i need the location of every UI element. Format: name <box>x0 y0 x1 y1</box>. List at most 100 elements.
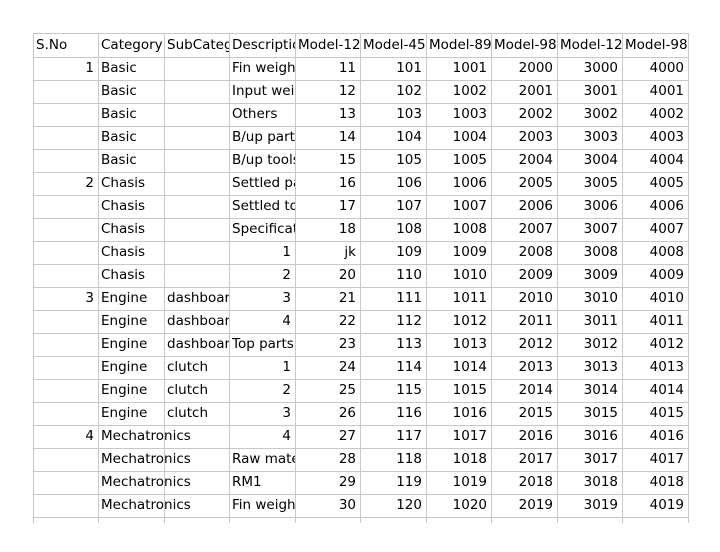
model-45-cell[interactable]: 112 <box>396 313 422 329</box>
subcategory-cell[interactable] <box>164 218 229 241</box>
sno-cell[interactable] <box>33 379 98 402</box>
model-98-b-cell[interactable]: 4019 <box>649 497 684 513</box>
category-cell[interactable]: Basic <box>101 106 137 122</box>
model-89-cell[interactable]: 1009 <box>452 244 487 260</box>
model-12-a-cell[interactable]: 20 <box>338 267 356 283</box>
model-12-a-cell[interactable]: jk <box>344 244 356 260</box>
model-89-cell[interactable]: 1014 <box>452 359 487 375</box>
model-45-cell[interactable]: 104 <box>396 129 422 145</box>
model-45-cell[interactable]: 116 <box>396 405 422 421</box>
subcategory-cell[interactable] <box>164 264 229 287</box>
model-98-a-cell[interactable]: 2014 <box>518 382 553 398</box>
model-12-a-cell[interactable]: 21 <box>338 290 356 306</box>
header-sno[interactable]: S.No <box>36 37 68 53</box>
model-89-cell[interactable]: 1008 <box>452 221 487 237</box>
model-98-b-cell[interactable]: 4003 <box>649 129 684 145</box>
model-12-a-cell[interactable]: 17 <box>338 198 356 214</box>
model-98-b-cell[interactable]: 4000 <box>649 60 684 76</box>
model-98-b-cell[interactable]: 4005 <box>649 175 684 191</box>
category-cell[interactable]: Basic <box>101 152 137 168</box>
sno-cell[interactable] <box>33 103 98 126</box>
model-12-a-cell[interactable]: 26 <box>338 405 356 421</box>
description-cell[interactable]: 3 <box>282 405 291 421</box>
subcategory-cell[interactable] <box>164 425 229 448</box>
model-89-cell[interactable]: 1003 <box>452 106 487 122</box>
description-cell[interactable]: 2 <box>282 267 291 283</box>
model-98-a-cell[interactable]: 2009 <box>518 267 553 283</box>
subcategory-cell[interactable] <box>164 195 229 218</box>
subcategory-cell[interactable]: clutch <box>167 382 209 398</box>
model-98-b-cell[interactable]: 4017 <box>649 451 684 467</box>
category-cell[interactable]: Chasis <box>101 221 146 237</box>
model-89-cell[interactable]: 1015 <box>452 382 487 398</box>
model-12-b-cell[interactable]: 3007 <box>583 221 618 237</box>
model-45-cell[interactable]: 107 <box>396 198 422 214</box>
category-cell[interactable]: Basic <box>101 129 137 145</box>
sno-cell[interactable] <box>33 126 98 149</box>
description-cell[interactable]: B/up parts <box>232 129 295 145</box>
category-cell[interactable]: Mechatronics <box>101 428 191 444</box>
model-98-b-cell[interactable]: 4015 <box>649 405 684 421</box>
model-12-a-cell[interactable]: 22 <box>338 313 356 329</box>
header-subcategory[interactable]: SubCategory <box>167 37 229 53</box>
category-cell[interactable]: Engine <box>101 313 148 329</box>
model-98-a-cell[interactable]: 2012 <box>518 336 553 352</box>
model-98-b-cell[interactable]: 4013 <box>649 359 684 375</box>
model-45-cell[interactable]: 108 <box>396 221 422 237</box>
model-98-b-cell[interactable]: 4018 <box>649 474 684 490</box>
model-89-cell[interactable]: 1002 <box>452 83 487 99</box>
model-98-a-cell[interactable]: 2019 <box>518 497 553 513</box>
model-89-cell[interactable]: 1004 <box>452 129 487 145</box>
model-89-cell[interactable]: 1012 <box>452 313 487 329</box>
model-12-b-cell[interactable]: 3010 <box>583 290 618 306</box>
model-98-a-cell[interactable]: 2002 <box>518 106 553 122</box>
description-cell[interactable]: Others <box>232 106 278 122</box>
description-cell[interactable]: 1 <box>282 244 291 260</box>
model-12-a-cell[interactable]: 13 <box>338 106 356 122</box>
header-description[interactable]: Description <box>232 37 295 53</box>
subcategory-cell[interactable] <box>164 149 229 172</box>
sno-cell[interactable] <box>33 264 98 287</box>
model-89-cell[interactable]: 1017 <box>452 428 487 444</box>
model-12-a-cell[interactable]: 18 <box>338 221 356 237</box>
description-cell[interactable]: RM1 <box>232 474 262 490</box>
model-45-cell[interactable]: 101 <box>396 60 422 76</box>
sno-cell[interactable]: 3 <box>85 290 94 306</box>
sno-cell[interactable] <box>33 471 98 494</box>
model-12-b-cell[interactable]: 3017 <box>583 451 618 467</box>
model-98-a-cell[interactable]: 2000 <box>518 60 553 76</box>
model-89-cell[interactable]: 1013 <box>452 336 487 352</box>
header-category[interactable]: Category <box>101 37 163 53</box>
model-12-b-cell[interactable]: 3013 <box>583 359 618 375</box>
model-12-b-cell[interactable]: 3006 <box>583 198 618 214</box>
model-45-cell[interactable]: 115 <box>396 382 422 398</box>
model-98-a-cell[interactable]: 2013 <box>518 359 553 375</box>
sno-cell[interactable] <box>33 494 98 517</box>
model-45-cell[interactable]: 119 <box>396 474 422 490</box>
model-45-cell[interactable]: 113 <box>396 336 422 352</box>
sno-cell[interactable] <box>33 356 98 379</box>
category-cell[interactable]: Basic <box>101 60 137 76</box>
model-89-cell[interactable]: 1010 <box>452 267 487 283</box>
model-12-b-cell[interactable]: 3009 <box>583 267 618 283</box>
category-cell[interactable]: Engine <box>101 405 148 421</box>
description-cell[interactable]: Specification <box>232 221 295 237</box>
category-cell[interactable]: Engine <box>101 290 148 306</box>
model-89-cell[interactable]: 1005 <box>452 152 487 168</box>
model-12-b-cell[interactable]: 3019 <box>583 497 618 513</box>
description-cell[interactable]: 2 <box>282 382 291 398</box>
subcategory-cell[interactable] <box>164 241 229 264</box>
model-98-b-cell[interactable]: 4002 <box>649 106 684 122</box>
model-98-a-cell[interactable]: 2005 <box>518 175 553 191</box>
model-98-a-cell[interactable]: 2017 <box>518 451 553 467</box>
category-cell[interactable]: Chasis <box>101 267 146 283</box>
model-12-a-cell[interactable]: 11 <box>338 60 356 76</box>
model-45-cell[interactable]: 106 <box>396 175 422 191</box>
description-cell[interactable]: 3 <box>282 290 291 306</box>
model-98-a-cell[interactable]: 2007 <box>518 221 553 237</box>
model-98-b-cell[interactable]: 4009 <box>649 267 684 283</box>
sno-cell[interactable] <box>33 333 98 356</box>
subcategory-cell[interactable] <box>164 57 229 80</box>
category-cell[interactable]: Chasis <box>101 198 146 214</box>
model-98-b-cell[interactable]: 4008 <box>649 244 684 260</box>
